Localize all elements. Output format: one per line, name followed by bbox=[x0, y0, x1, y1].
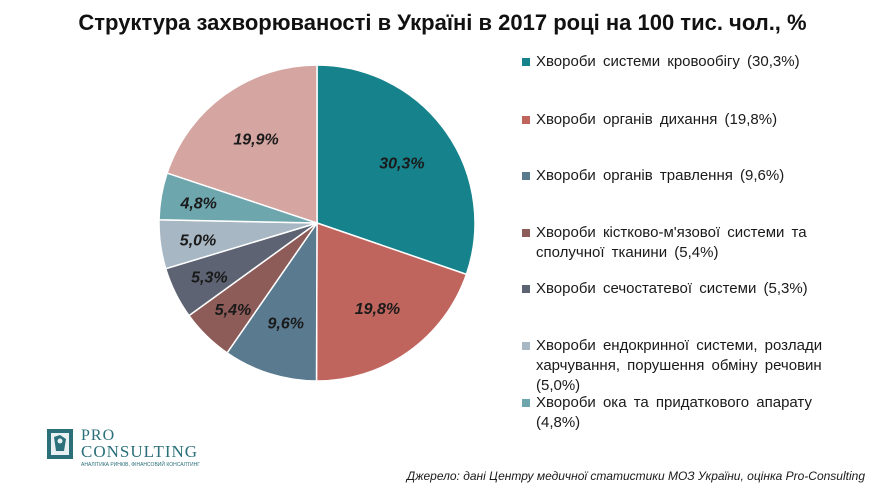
slice-label-3: 9,6% bbox=[268, 315, 304, 332]
legend-swatch bbox=[522, 342, 530, 350]
pie-slice-2 bbox=[315, 221, 468, 382]
legend-item-4: Хвороби кістково-м'язової системи та спо… bbox=[522, 223, 862, 263]
legend-swatch bbox=[522, 58, 530, 66]
legend-swatch bbox=[522, 229, 530, 237]
legend-label: Хвороби кістково-м'язової системи та спо… bbox=[536, 224, 807, 261]
legend-item-3: Хвороби органів травлення (9,6%) bbox=[522, 166, 862, 186]
slice-label-6: 5,0% bbox=[180, 232, 216, 249]
pro-consulting-logo: PRO CONSULTING АНАЛІТИКА РИНКІВ, ФІНАНСО… bbox=[45, 427, 205, 468]
legend-item-7: Хвороби ока та придаткового апарату (4,8… bbox=[522, 393, 862, 433]
pro-consulting-logo-icon bbox=[47, 429, 73, 459]
legend-label: Хвороби ока та придаткового апарату (4,8… bbox=[536, 394, 812, 431]
legend-label: Хвороби органів травлення (9,6%) bbox=[536, 167, 785, 184]
slice-label-7: 4,8% bbox=[179, 196, 216, 213]
legend-swatch bbox=[522, 285, 530, 293]
legend-item-5: Хвороби сечостатевої системи (5,3%) bbox=[522, 279, 862, 299]
source-note: Джерело: дані Центру медичної статистики… bbox=[406, 469, 865, 483]
pie-slice-3 bbox=[225, 220, 318, 382]
legend-label: Хвороби сечостатевої системи (5,3%) bbox=[536, 280, 808, 297]
legend-item-1: Хвороби системи кровообігу (30,3%) bbox=[522, 52, 862, 72]
legend-swatch bbox=[522, 116, 530, 124]
pie-slice-8 bbox=[166, 64, 318, 225]
logo-text-consulting: CONSULTING bbox=[81, 442, 199, 461]
pie-slice-1 bbox=[316, 64, 476, 276]
legend-swatch bbox=[522, 399, 530, 407]
legend-label: Хвороби системи кровообігу (30,3%) bbox=[536, 53, 800, 70]
legend-label: Хвороби ендокринної системи, розлади хар… bbox=[536, 337, 823, 394]
slice-label-1: 30,3% bbox=[379, 155, 424, 172]
logo-text-pro: PRO bbox=[81, 427, 116, 444]
legend-item-6: Хвороби ендокринної системи, розлади хар… bbox=[522, 336, 862, 396]
slice-label-5: 5,3% bbox=[191, 269, 227, 286]
slice-label-8: 19,9% bbox=[233, 131, 278, 148]
legend-item-2: Хвороби органів дихання (19,8%) bbox=[522, 110, 862, 130]
legend-label: Хвороби органів дихання (19,8%) bbox=[536, 111, 778, 128]
logo-tagline: АНАЛІТИКА РИНКІВ, ФІНАНСОВИЙ КОНСАЛТИНГ bbox=[81, 462, 200, 468]
slice-label-4: 5,4% bbox=[215, 302, 251, 319]
chart-title: Структура захворюваності в Україні в 201… bbox=[78, 10, 807, 35]
legend-swatch bbox=[522, 172, 530, 180]
slice-label-2: 19,8% bbox=[355, 301, 400, 318]
